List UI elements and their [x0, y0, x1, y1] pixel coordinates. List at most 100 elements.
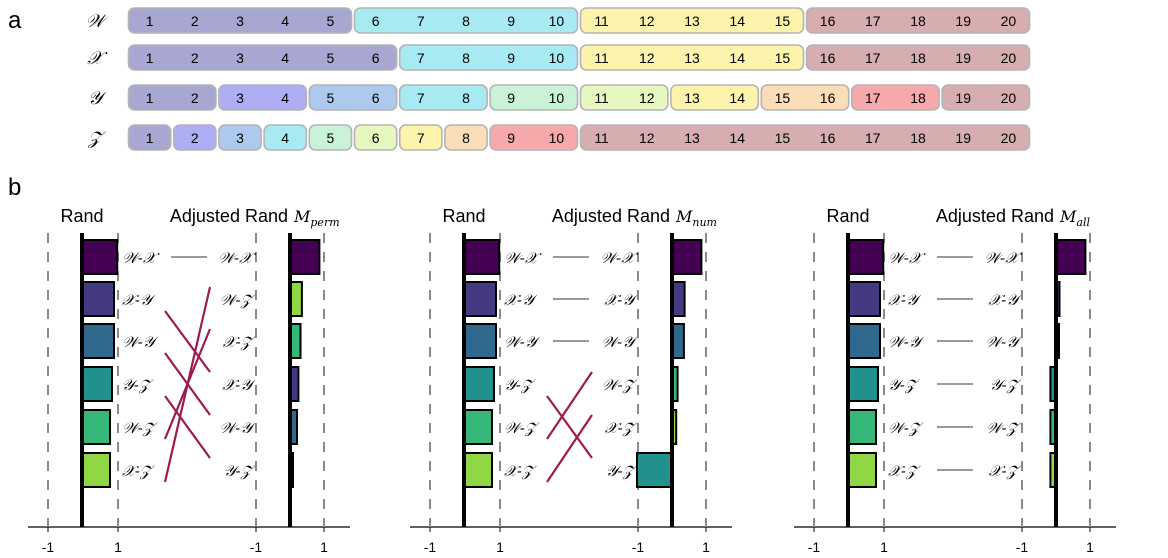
cluster-block [398, 124, 443, 151]
pair-label-left: 𝒲-𝒴 [122, 333, 159, 351]
item-number: 4 [281, 50, 289, 66]
rand-bar [463, 409, 493, 445]
pair-label-left: 𝒴-𝒵 [504, 376, 536, 394]
tick-label: -1 [1016, 539, 1029, 555]
rank-crossing-connector [164, 395, 211, 459]
item-number: 16 [820, 130, 836, 146]
item-number: 7 [417, 13, 425, 29]
item-number: 10 [549, 13, 565, 29]
item-number: 19 [955, 90, 971, 106]
rank-crossing-connector [164, 352, 211, 416]
adjusted-rand-header: Adjusted Rand [170, 206, 288, 226]
tick-label: 1 [1086, 539, 1094, 555]
item-number: 2 [191, 50, 199, 66]
rand-bar [847, 281, 881, 317]
item-number: 9 [507, 50, 515, 66]
item-number: 1 [146, 13, 154, 29]
item-number: 13 [684, 90, 700, 106]
rand-bar [463, 323, 497, 359]
pair-label-left: 𝒲-𝒵 [122, 419, 158, 437]
item-number: 11 [594, 130, 609, 146]
tick-label: 1 [496, 539, 504, 555]
rand-bar [81, 281, 115, 317]
item-number: 1 [146, 90, 154, 106]
adjusted-rand-bar [636, 452, 673, 488]
metric-label: Mnum [675, 207, 717, 229]
item-number: 8 [462, 13, 470, 29]
item-number: 20 [1001, 13, 1017, 29]
rand-bar [463, 366, 495, 402]
item-number: 5 [327, 130, 335, 146]
pair-label-right: 𝒲-𝒵 [220, 291, 256, 309]
cluster-block [760, 84, 850, 111]
item-number: 11 [594, 90, 609, 106]
cluster-block [489, 124, 579, 151]
pair-label-right: 𝒲-𝒳 [600, 249, 638, 267]
cluster-block [172, 124, 217, 151]
item-number: 17 [865, 50, 881, 66]
cluster-block [263, 124, 308, 151]
item-number: 13 [684, 50, 700, 66]
pair-label-left: 𝒲-𝒳 [122, 249, 160, 267]
item-number: 17 [865, 13, 881, 29]
rand-bar [463, 452, 493, 488]
item-number: 18 [910, 90, 926, 106]
rand-bar [81, 323, 115, 359]
item-number: 14 [729, 130, 745, 146]
item-number: 6 [372, 13, 380, 29]
rank-crossing-connector [546, 414, 593, 483]
item-number: 3 [236, 13, 244, 29]
item-number: 12 [639, 90, 655, 106]
partition-row: 𝒵 1 2 3 4 5 6 7 8 9 10 11 12 13 14 15 16 17 18 19 20 [87, 124, 1031, 151]
cluster-block [941, 84, 1031, 111]
rank-crossing-connector [546, 371, 593, 440]
item-number: 12 [639, 50, 655, 66]
item-number: 11 [594, 50, 609, 66]
item-number: 18 [910, 50, 926, 66]
item-number: 15 [775, 90, 791, 106]
pair-label-left: 𝒳-𝒴 [888, 291, 922, 309]
item-number: 14 [729, 13, 745, 29]
pair-label-right: 𝒴-𝒵 [224, 462, 256, 480]
cluster-block [805, 7, 1031, 34]
pair-label-left: 𝒳-𝒵 [504, 462, 537, 480]
pair-label-right: 𝒳-𝒴 [222, 376, 256, 394]
pair-label-right: 𝒲-𝒴 [219, 419, 256, 437]
pair-label-left: 𝒴-𝒵 [888, 376, 920, 394]
cluster-block [218, 84, 308, 111]
cluster-block [579, 7, 805, 34]
rand-header: Rand [60, 206, 103, 226]
partition-row: 𝒴 1 2 3 4 5 6 7 8 9 10 11 12 13 14 15 16 17 18 19 20 [88, 84, 1031, 111]
item-number: 2 [191, 90, 199, 106]
pair-label-right: 𝒲-𝒴 [985, 333, 1022, 351]
rand-bar [81, 366, 113, 402]
item-number: 9 [507, 130, 515, 146]
item-number: 15 [775, 50, 791, 66]
pair-label-right: 𝒳-𝒴 [604, 291, 638, 309]
cluster-block [579, 84, 669, 111]
item-number: 4 [281, 130, 289, 146]
cluster-block [308, 84, 398, 111]
cluster-block [353, 7, 579, 34]
item-number: 1 [146, 50, 154, 66]
item-number: 16 [820, 13, 836, 29]
rand-header: Rand [826, 206, 869, 226]
tick-label: -1 [808, 539, 821, 555]
item-number: 10 [549, 50, 565, 66]
rand-bar [463, 239, 501, 275]
tick-label: -1 [424, 539, 437, 555]
cluster-block [489, 84, 579, 111]
item-number: 8 [462, 130, 470, 146]
item-number: 13 [684, 130, 700, 146]
adjusted-rand-bar [671, 239, 703, 275]
item-number: 16 [820, 90, 836, 106]
panel-a-label: a [8, 7, 22, 34]
tick-label: 1 [320, 539, 328, 555]
item-number: 19 [955, 50, 971, 66]
pair-label-left: 𝒳-𝒴 [504, 291, 538, 309]
pair-label-right: 𝒲-𝒵 [986, 419, 1022, 437]
pair-label-left: 𝒴-𝒵 [122, 376, 154, 394]
cluster-block [308, 124, 353, 151]
partition-row: 𝒲 1 2 3 4 5 6 7 8 9 10 11 12 13 14 15 16 17 18 19 20 [86, 7, 1031, 34]
item-number: 13 [684, 13, 700, 29]
